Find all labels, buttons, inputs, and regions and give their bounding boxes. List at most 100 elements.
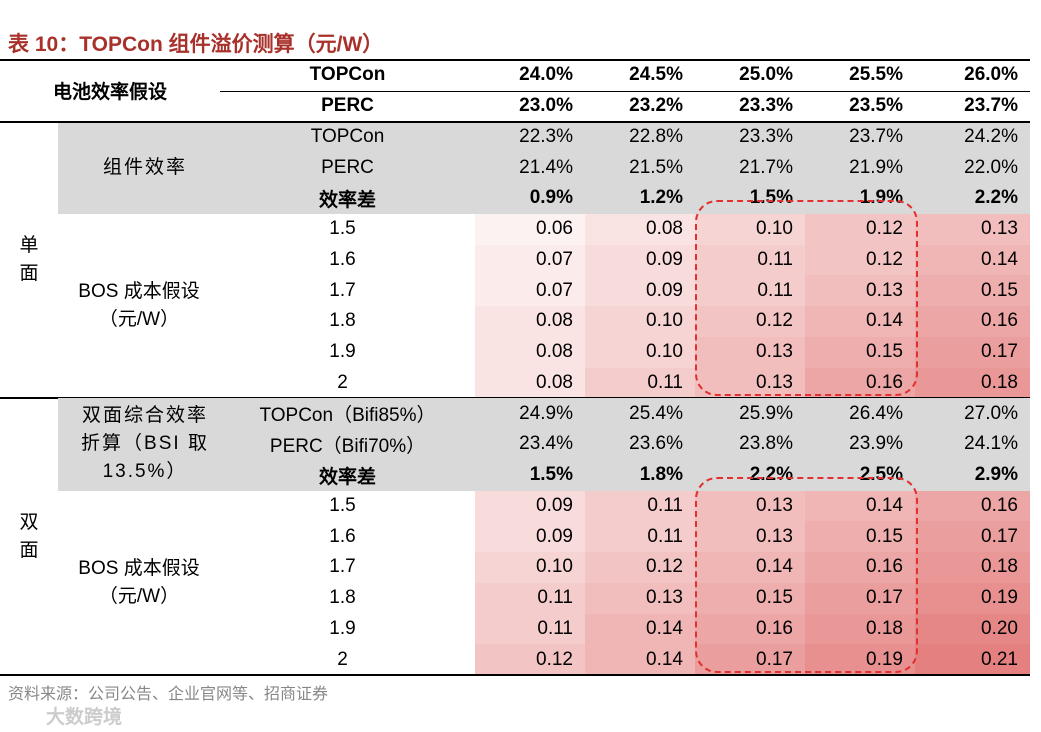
bos-cost: 1.9 — [329, 341, 356, 363]
source-note: 资料来源：公司公告、企业官网等、招商证券 — [8, 686, 329, 703]
value-cell: 21.9% — [849, 156, 903, 178]
value-cell: 25.9% — [739, 402, 793, 424]
value-cell: 0.08 — [475, 367, 585, 399]
value-cell: 25.5% — [849, 64, 903, 86]
header-label: 电池效率假设 — [52, 82, 167, 104]
value-cell: 0.20 — [915, 613, 1030, 645]
efficiency-label: 双面综合效率折算（BSI 取13.5%） — [81, 405, 209, 483]
value-cell: 0.9% — [529, 187, 573, 209]
efficiency-row-name: PERC（Bifi70%） — [269, 435, 426, 457]
value-cell: 2.5% — [859, 464, 903, 486]
value-cell: 0.14 — [805, 490, 915, 522]
value-cell: 2.9% — [974, 464, 1018, 486]
value-cell: 0.11 — [585, 367, 695, 399]
value-cell: 0.14 — [585, 613, 695, 645]
value-cell: 0.16 — [915, 490, 1030, 522]
value-cell: 23.6% — [629, 433, 683, 455]
value-cell: 0.11 — [475, 613, 585, 645]
bos-cost: 1.9 — [329, 617, 356, 639]
bos-label: BOS 成本假设（元/W） — [78, 557, 200, 607]
bos-cost: 1.5 — [329, 494, 356, 516]
value-cell: 22.8% — [629, 125, 683, 147]
value-cell: 0.11 — [695, 275, 805, 306]
value-cell: 0.13 — [915, 213, 1030, 245]
value-cell: 1.5% — [529, 464, 573, 486]
value-cell: 0.10 — [585, 336, 695, 368]
bos-label: BOS 成本假设（元/W） — [78, 281, 200, 330]
value-cell: 21.7% — [739, 156, 793, 178]
bos-cost: 1.7 — [329, 279, 356, 301]
efficiency-row-name: 效率差 — [318, 189, 376, 211]
value-cell: 23.2% — [629, 95, 683, 117]
value-cell: 0.12 — [805, 244, 915, 276]
value-cell: 0.13 — [695, 521, 805, 552]
bos-cost: 1.8 — [329, 587, 356, 609]
value-cell: 1.9% — [859, 187, 903, 209]
value-cell: 24.0% — [519, 64, 573, 86]
bos-cost: 1.7 — [329, 556, 356, 578]
value-cell: 26.4% — [849, 402, 903, 424]
value-cell: 27.0% — [964, 402, 1018, 424]
value-cell: 0.11 — [585, 490, 695, 522]
value-cell: 0.12 — [475, 644, 585, 675]
value-cell: 0.15 — [695, 582, 805, 614]
header-row-name: TOPCon — [309, 64, 386, 86]
value-cell: 0.18 — [915, 552, 1030, 583]
gray-band — [58, 121, 1030, 214]
value-cell: 0.07 — [475, 244, 585, 276]
value-cell: 0.18 — [915, 367, 1030, 399]
value-cell: 0.11 — [475, 582, 585, 614]
value-cell: 0.07 — [475, 275, 585, 306]
bos-cost: 1.5 — [329, 218, 356, 240]
value-cell: 0.08 — [585, 213, 695, 245]
efficiency-row-name: TOPCon — [310, 125, 385, 147]
value-cell: 23.0% — [519, 95, 573, 117]
highlight-box — [695, 476, 918, 673]
value-cell: 21.4% — [519, 156, 573, 178]
value-cell: 1.2% — [639, 187, 683, 209]
value-cell: 24.2% — [964, 125, 1018, 147]
efficiency-row-name: 效率差 — [318, 466, 376, 488]
value-cell: 23.5% — [849, 95, 903, 117]
value-cell: 23.3% — [739, 95, 793, 117]
value-cell: 0.16 — [915, 306, 1030, 337]
value-cell: 0.14 — [585, 644, 695, 675]
value-cell: 0.19 — [915, 582, 1030, 614]
value-cell: 24.5% — [629, 64, 683, 86]
value-cell: 0.06 — [475, 213, 585, 245]
value-cell: 0.16 — [695, 613, 805, 645]
value-cell: 0.09 — [475, 521, 585, 552]
value-cell: 0.17 — [915, 336, 1030, 368]
value-cell: 23.8% — [739, 433, 793, 455]
value-cell: 0.12 — [585, 552, 695, 583]
value-cell: 0.10 — [585, 306, 695, 337]
value-cell: 23.7% — [849, 125, 903, 147]
value-cell: 0.14 — [915, 244, 1030, 276]
efficiency-row-name: PERC — [321, 156, 374, 178]
value-cell: 25.0% — [739, 64, 793, 86]
value-cell: 23.9% — [849, 433, 903, 455]
bos-cost: 2 — [337, 648, 348, 670]
value-cell: 0.15 — [805, 521, 915, 552]
bos-cost: 1.8 — [329, 310, 356, 332]
value-cell: 0.13 — [805, 275, 915, 306]
value-cell: 0.09 — [585, 275, 695, 306]
value-cell: 0.10 — [475, 552, 585, 583]
value-cell: 0.14 — [805, 306, 915, 337]
divider — [0, 674, 1030, 676]
value-cell: 25.4% — [629, 402, 683, 424]
header-row-name: PERC — [321, 95, 374, 117]
bos-cost: 1.6 — [329, 525, 356, 547]
value-cell: 0.13 — [695, 336, 805, 368]
divider — [220, 90, 1030, 92]
value-cell: 22.3% — [519, 125, 573, 147]
table-title: 表 10：TOPCon 组件溢价测算（元/W） — [8, 33, 384, 56]
value-cell: 0.17 — [805, 582, 915, 614]
value-cell: 0.13 — [585, 582, 695, 614]
value-cell: 26.0% — [964, 64, 1018, 86]
value-cell: 0.11 — [585, 521, 695, 552]
value-cell: 0.21 — [915, 644, 1030, 675]
value-cell: 0.09 — [585, 244, 695, 276]
watermark: 大数跨境 — [46, 707, 123, 728]
